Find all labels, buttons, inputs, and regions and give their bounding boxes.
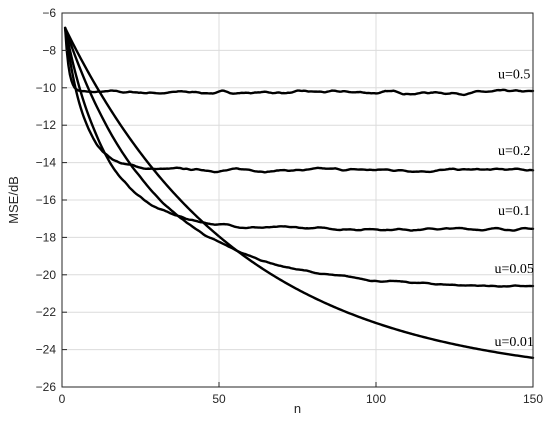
y-tick-label--14: −14 — [36, 156, 57, 170]
y-tick-label--18: −18 — [36, 230, 57, 244]
y-tick-label--12: −12 — [36, 118, 57, 132]
series-annotation-4: u=0.01 — [494, 335, 533, 350]
y-tick-label--10: −10 — [36, 81, 57, 95]
series-lines — [63, 26, 535, 360]
series-line-1 — [63, 26, 535, 174]
x-tick-label-50: 50 — [212, 392, 226, 406]
x-tick-label-0: 0 — [59, 392, 66, 406]
y-tick-label--20: −20 — [36, 268, 57, 282]
grid — [61, 12, 534, 388]
series-annotation-3: u=0.05 — [494, 262, 533, 277]
y-tick-label--6: −6 — [42, 6, 56, 20]
series-line-4 — [63, 26, 535, 360]
x-tick-label-100: 100 — [366, 392, 386, 406]
y-tick-label--16: −16 — [36, 193, 57, 207]
y-tick-label--26: −26 — [36, 380, 57, 394]
series-line-3 — [63, 26, 535, 288]
series-annotation-1: u=0.2 — [498, 144, 530, 159]
y-tick-label--24: −24 — [36, 343, 57, 357]
y-axis-label: MSE/dB — [6, 176, 21, 224]
x-axis-label: n — [294, 401, 301, 416]
series-annotation-0: u=0.5 — [498, 67, 530, 82]
y-tick-label--8: −8 — [42, 43, 56, 57]
x-tick-label-150: 150 — [523, 392, 543, 406]
series-line-0 — [63, 26, 535, 97]
series-line-2 — [63, 26, 535, 232]
series-annotations: u=0.5 u=0.2 u=0.1 u=0.05 u=0.01 — [494, 67, 533, 349]
tick-labels: 0 50 100 150 −26 −24 −22 −20 −18 −16 −14 −12 −10 −8 −6 — [36, 6, 544, 406]
axis-ticks — [61, 12, 534, 388]
y-tick-label--22: −22 — [36, 305, 57, 319]
series-annotation-2: u=0.1 — [498, 204, 530, 219]
